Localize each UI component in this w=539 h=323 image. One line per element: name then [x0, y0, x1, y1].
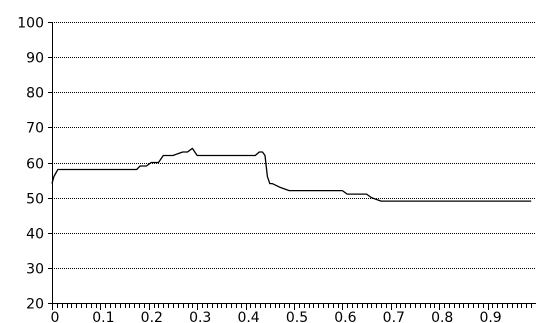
y-tick-labels: 20 30 40 50 60 70 80 90 100 [17, 16, 44, 313]
y-tick-label: 100 [17, 16, 44, 32]
y-tick-label: 90 [26, 51, 44, 67]
y-tick-label: 30 [26, 262, 44, 278]
x-tick-label: 0 [51, 310, 60, 323]
y-tick-label: 40 [26, 227, 44, 243]
series-group [51, 147, 532, 202]
x-minor-ticks [52, 303, 532, 310]
y-tick-label: 70 [26, 121, 44, 137]
x-tick-label: 0.4 [237, 310, 259, 323]
x-tick-label: 0.7 [383, 310, 405, 323]
y-tick-label: 80 [26, 86, 44, 102]
series-line [51, 147, 532, 202]
x-tick-label: 0.5 [286, 310, 308, 323]
x-tick-labels: 0 0.1 0.2 0.3 0.4 0.5 0.6 0.7 0.8 0.9 [51, 310, 502, 323]
grid-lines [52, 22, 536, 269]
x-tick-label: 0.1 [92, 310, 114, 323]
x-tick-label: 0.3 [189, 310, 211, 323]
y-tick-label: 20 [26, 297, 44, 313]
x-tick-label: 0.9 [479, 310, 501, 323]
y-tick-label: 60 [26, 157, 44, 173]
x-tick-label: 0.6 [334, 310, 356, 323]
axes [48, 22, 536, 304]
y-tick-label: 50 [26, 192, 44, 208]
x-tick-label: 0.8 [431, 310, 453, 323]
x-tick-label: 0.2 [141, 310, 163, 323]
